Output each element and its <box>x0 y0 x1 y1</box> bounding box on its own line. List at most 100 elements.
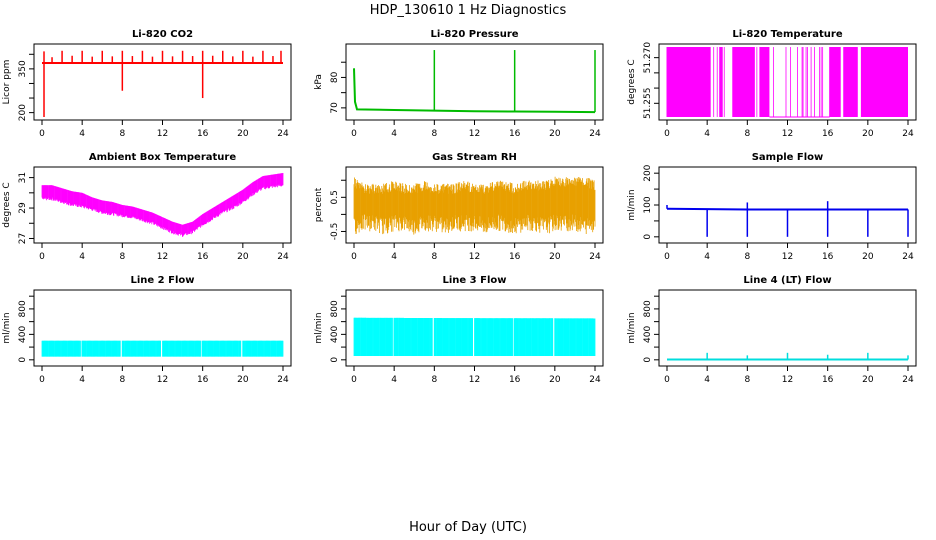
x-tick-label: 20 <box>862 375 874 385</box>
x-tick-label: 24 <box>277 252 289 262</box>
plot-frame <box>33 166 292 244</box>
x-tick-label: 20 <box>862 252 874 262</box>
y-axis-label: percent <box>314 187 324 222</box>
x-tick-label: 8 <box>431 252 437 262</box>
x-tick-label: 12 <box>157 129 168 139</box>
plot-area <box>41 173 284 237</box>
plot-area <box>41 340 284 357</box>
panel-4: Ambient Box Temperature degrees C 0 4 8 12 16 2… <box>2 152 292 262</box>
panel-9: Line 4 (LT) Flow ml/min 0 4 8 12 16 20 24 0 400 800 <box>627 275 917 385</box>
plot-area <box>353 50 596 114</box>
series-line <box>353 68 596 114</box>
series-line <box>666 207 908 211</box>
x-tick-label: 0 <box>351 375 357 385</box>
panel-6: Sample Flow ml/min 0 4 8 12 16 20 24 0 100 200 <box>627 152 917 262</box>
figure-title: HDP_130610 1 Hz Diagnostics <box>370 3 567 18</box>
y-tick-label: 51.270 <box>643 42 653 74</box>
x-tick-label: 8 <box>431 129 437 139</box>
panel-8: Line 3 Flow ml/min 0 4 8 12 16 20 24 0 400 800 <box>314 275 604 385</box>
x-tick-label: 4 <box>704 252 710 262</box>
x-tick-label: 20 <box>237 252 249 262</box>
y-axis-label: degrees C <box>627 59 637 104</box>
x-tick-label: 0 <box>351 252 357 262</box>
y-axis-label: Licor ppm <box>2 60 12 105</box>
plot-area <box>666 201 909 237</box>
y-tick-label: 350 <box>18 60 28 77</box>
x-tick-label: 16 <box>822 252 834 262</box>
plot-frame <box>345 43 604 121</box>
x-tick-label: 24 <box>902 129 914 139</box>
panel-title: Line 4 (LT) Flow <box>743 275 831 286</box>
y-tick-label: 0 <box>643 357 653 363</box>
x-tick-label: 12 <box>469 375 480 385</box>
y-tick-label: 0 <box>643 234 653 240</box>
x-tick-label: 16 <box>509 252 521 262</box>
x-tick-label: 4 <box>79 129 85 139</box>
plot-area <box>42 50 283 117</box>
x-tick-label: 20 <box>237 375 249 385</box>
x-tick-label: 8 <box>744 129 750 139</box>
y-axis-label: ml/min <box>627 189 637 220</box>
panel-title: Li-820 Pressure <box>430 29 518 40</box>
plot-area <box>353 317 596 356</box>
x-tick-label: 24 <box>902 375 914 385</box>
y-tick-label: 0.5 <box>330 190 340 204</box>
x-tick-label: 24 <box>589 129 601 139</box>
x-tick-label: 4 <box>79 375 85 385</box>
x-tick-label: 12 <box>782 129 793 139</box>
y-tick-label: 27 <box>18 233 28 244</box>
x-tick-label: 20 <box>549 252 561 262</box>
x-tick-label: 20 <box>549 129 561 139</box>
x-tick-label: 20 <box>549 375 561 385</box>
panel-1: Li-820 CO2 Licor ppm 0 4 8 12 16 20 24 200 350 <box>2 29 292 139</box>
x-tick-label: 0 <box>664 129 670 139</box>
panel-title: Li-820 Temperature <box>732 29 842 40</box>
panel-title: Li-820 CO2 <box>132 29 193 40</box>
x-tick-label: 0 <box>664 252 670 262</box>
x-tick-label: 4 <box>391 252 397 262</box>
x-tick-label: 24 <box>277 129 289 139</box>
x-tick-label: 4 <box>704 375 710 385</box>
panel-3: Li-820 Temperature degrees C 0 4 8 12 16 20 24 51… <box>627 29 917 139</box>
x-tick-label: 24 <box>277 375 289 385</box>
x-tick-label: 4 <box>391 375 397 385</box>
x-tick-label: 0 <box>39 252 45 262</box>
x-tick-label: 8 <box>744 252 750 262</box>
y-tick-label: 31 <box>18 172 28 183</box>
panel-title: Ambient Box Temperature <box>89 152 236 163</box>
x-tick-label: 0 <box>39 375 45 385</box>
y-tick-label: 51.255 <box>643 88 653 120</box>
x-tick-label: 20 <box>237 129 249 139</box>
x-tick-label: 0 <box>664 375 670 385</box>
plot-area <box>353 176 596 235</box>
panel-5: Gas Stream RH percent 0 4 8 12 16 20 24 -0.5 0.5 <box>314 152 604 262</box>
y-axis-label: ml/min <box>2 312 12 343</box>
figure-x-axis-label: Hour of Day (UTC) <box>409 520 527 535</box>
panel-title: Line 2 Flow <box>131 275 195 286</box>
plot-area <box>667 352 909 361</box>
x-tick-label: 12 <box>157 252 168 262</box>
panel-7: Line 2 Flow ml/min 0 4 8 12 16 20 24 0 400 800 <box>2 275 292 385</box>
panel-title: Sample Flow <box>752 152 824 163</box>
panel-2: Li-820 Pressure kPa 0 4 8 12 16 20 24 70 80 <box>314 29 604 139</box>
x-tick-label: 16 <box>197 252 209 262</box>
x-tick-label: 24 <box>589 252 601 262</box>
y-axis-label: kPa <box>314 74 324 90</box>
x-tick-label: 12 <box>469 252 480 262</box>
x-tick-label: 12 <box>469 129 480 139</box>
x-tick-label: 20 <box>862 129 874 139</box>
x-tick-label: 16 <box>197 375 209 385</box>
x-tick-label: 4 <box>391 129 397 139</box>
y-tick-label: 400 <box>18 326 28 343</box>
y-tick-label: 200 <box>643 164 653 181</box>
x-tick-label: 16 <box>822 375 834 385</box>
y-axis-label: ml/min <box>627 312 637 343</box>
x-tick-label: 24 <box>589 375 601 385</box>
x-tick-label: 8 <box>119 375 125 385</box>
y-tick-label: 200 <box>18 104 28 121</box>
x-tick-label: 16 <box>822 129 834 139</box>
y-tick-label: 800 <box>643 300 653 317</box>
plot-area <box>666 47 908 118</box>
